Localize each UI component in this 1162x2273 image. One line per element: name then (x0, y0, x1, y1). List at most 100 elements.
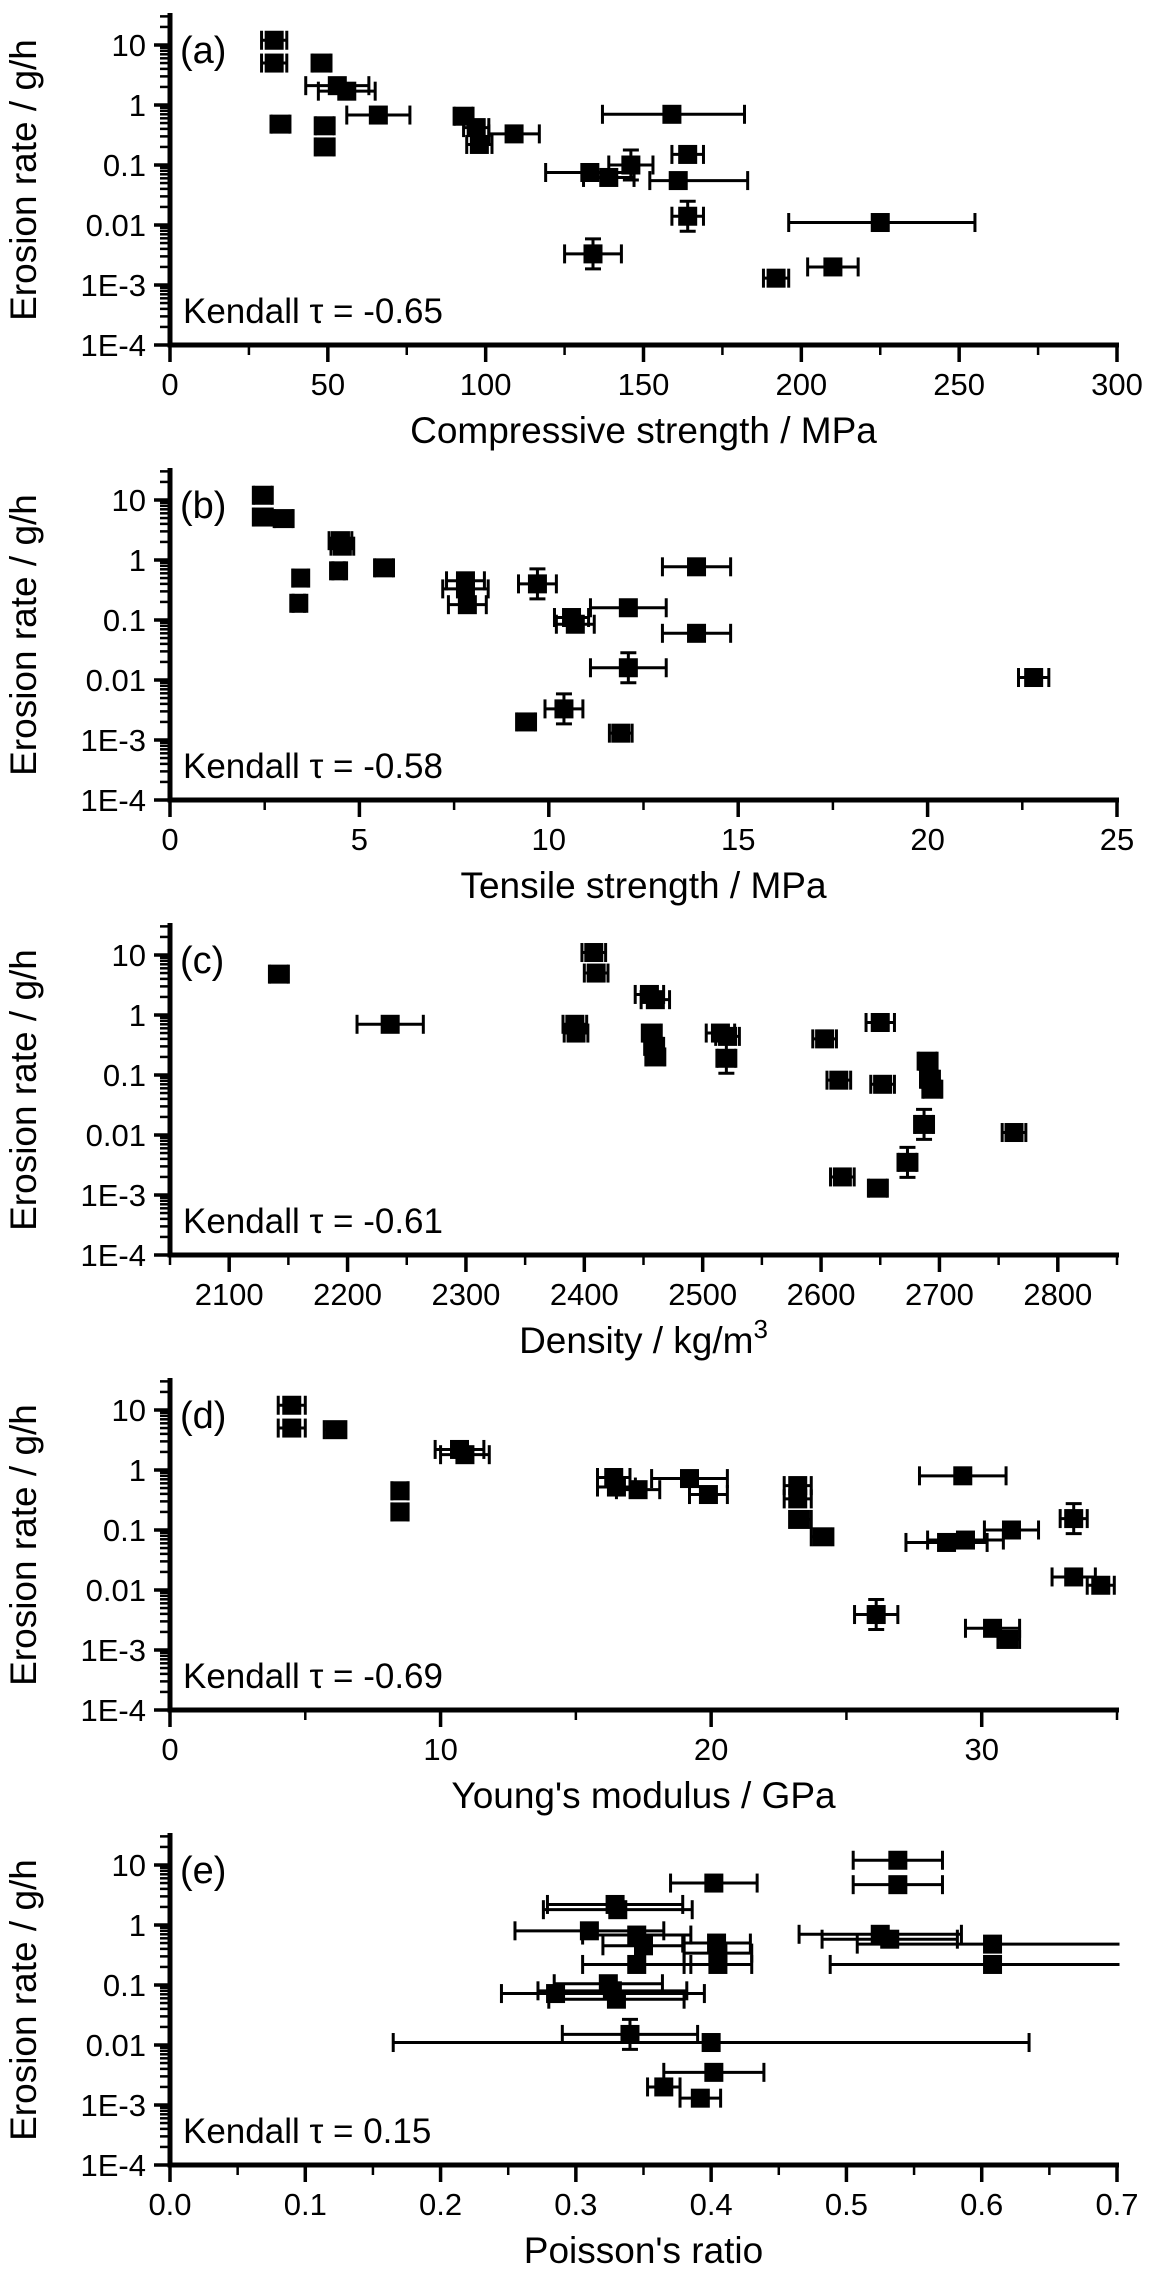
data-point (541, 1900, 694, 1920)
square-marker (870, 1012, 890, 1032)
x-tick-label: 0.0 (148, 2187, 191, 2222)
square-marker (1064, 1509, 1084, 1529)
square-marker (922, 1079, 942, 1099)
data-point (828, 1954, 1120, 1974)
data-point (806, 257, 860, 277)
x-axis-title: Poisson's ratio (524, 2230, 763, 2271)
data-point (547, 1989, 686, 2009)
square-marker (312, 53, 332, 73)
square-marker (1001, 1520, 1021, 1540)
data-point (670, 199, 705, 233)
square-marker (678, 144, 698, 164)
data-point (644, 1047, 667, 1067)
panel-letter: (a) (180, 30, 226, 72)
y-axis-title: Erosion rate / g/h (3, 39, 44, 321)
data-point (669, 1873, 759, 1893)
data-point (345, 105, 412, 125)
panel-letter: (d) (180, 1395, 226, 1437)
square-marker (668, 171, 688, 191)
square-marker (999, 1629, 1019, 1649)
y-tick-label: 1 (129, 1908, 146, 1943)
data-point (855, 1934, 1120, 1954)
square-marker (704, 1873, 724, 1893)
data-point (581, 1954, 693, 1974)
y-tick-label: 1E-3 (81, 2088, 146, 2123)
square-marker (618, 598, 638, 618)
data-point (1085, 1575, 1116, 1595)
y-tick-label: 0.01 (86, 208, 146, 243)
data-point (582, 167, 636, 187)
square-marker (983, 1954, 1003, 1974)
y-axis-title: Erosion rate / g/h (3, 1404, 44, 1686)
data-point (1017, 668, 1051, 688)
square-marker (516, 712, 536, 732)
data-point (390, 1481, 410, 1501)
square-marker (253, 485, 273, 505)
panel-e: 10 1 0.1 0.01 1E-3 1E-40.0 0.1 0.2 0.3 0.4 0.5 0.6 0… (3, 1833, 1139, 2271)
square-marker (374, 558, 394, 578)
x-tick-label: 300 (1091, 367, 1143, 402)
data-point (439, 1445, 491, 1465)
square-marker (269, 964, 289, 984)
data-point (963, 1618, 1022, 1638)
data-point (851, 1875, 944, 1895)
data-point (761, 268, 791, 288)
kendall-tau-label: Kendall τ = -0.58 (183, 747, 443, 786)
x-tick-label: 0.6 (960, 2187, 1003, 2222)
kendall-tau-label: Kendall τ = -0.61 (183, 1202, 443, 1241)
data-point (322, 1420, 348, 1440)
y-tick-label: 0.01 (86, 1118, 146, 1153)
x-tick-label: 150 (618, 367, 670, 402)
data-point (670, 144, 705, 164)
square-marker (566, 1023, 586, 1043)
data-point (543, 692, 585, 726)
y-tick-label: 0.1 (103, 1513, 146, 1548)
panel-a: 10 1 0.1 0.01 1E-3 1E-4 0 50 100 150 200 250 300 Comp… (3, 13, 1143, 451)
data-point (926, 1530, 1005, 1550)
data-point (866, 1178, 889, 1198)
data-point (660, 623, 733, 643)
data-point (853, 1598, 900, 1632)
data-point (811, 1029, 838, 1049)
data-point (896, 1145, 919, 1179)
square-marker (282, 1395, 302, 1415)
data-point (267, 964, 290, 984)
square-marker (270, 114, 290, 134)
square-marker (621, 155, 641, 175)
square-marker (608, 1900, 628, 1920)
y-tick-label: 0.1 (103, 603, 146, 638)
square-marker (1004, 1123, 1024, 1143)
data-point (391, 2033, 1031, 2053)
data-point (289, 593, 309, 613)
square-marker (368, 105, 388, 125)
square-marker (662, 104, 682, 124)
square-marker (645, 1047, 665, 1067)
square-marker (1064, 1567, 1084, 1587)
y-tick-label: 1E-3 (81, 268, 146, 303)
x-tick-label: 0.4 (690, 2187, 733, 2222)
data-point (272, 509, 295, 529)
y-tick-label: 1 (129, 1453, 146, 1488)
square-marker (554, 699, 574, 719)
data-point (260, 53, 289, 73)
square-marker (584, 943, 604, 963)
square-marker (337, 81, 357, 101)
data-point (1058, 1502, 1089, 1536)
kendall-tau-label: Kendall τ = -0.65 (183, 292, 443, 331)
data-point (851, 1850, 944, 1870)
data-point (787, 213, 977, 233)
y-tick-label: 10 (112, 28, 146, 63)
x-tick-label: 0 (161, 1732, 178, 1767)
square-marker (457, 595, 477, 615)
x-tick-label: 10 (532, 822, 566, 857)
square-marker (716, 1048, 736, 1068)
x-tick-label: 20 (910, 822, 944, 857)
data-point (829, 1167, 856, 1187)
x-tick-label: 250 (933, 367, 985, 402)
square-marker (390, 1502, 410, 1522)
square-marker (274, 509, 294, 529)
data-point (687, 1485, 729, 1505)
data-point (646, 2077, 682, 2097)
data-point (516, 567, 558, 601)
